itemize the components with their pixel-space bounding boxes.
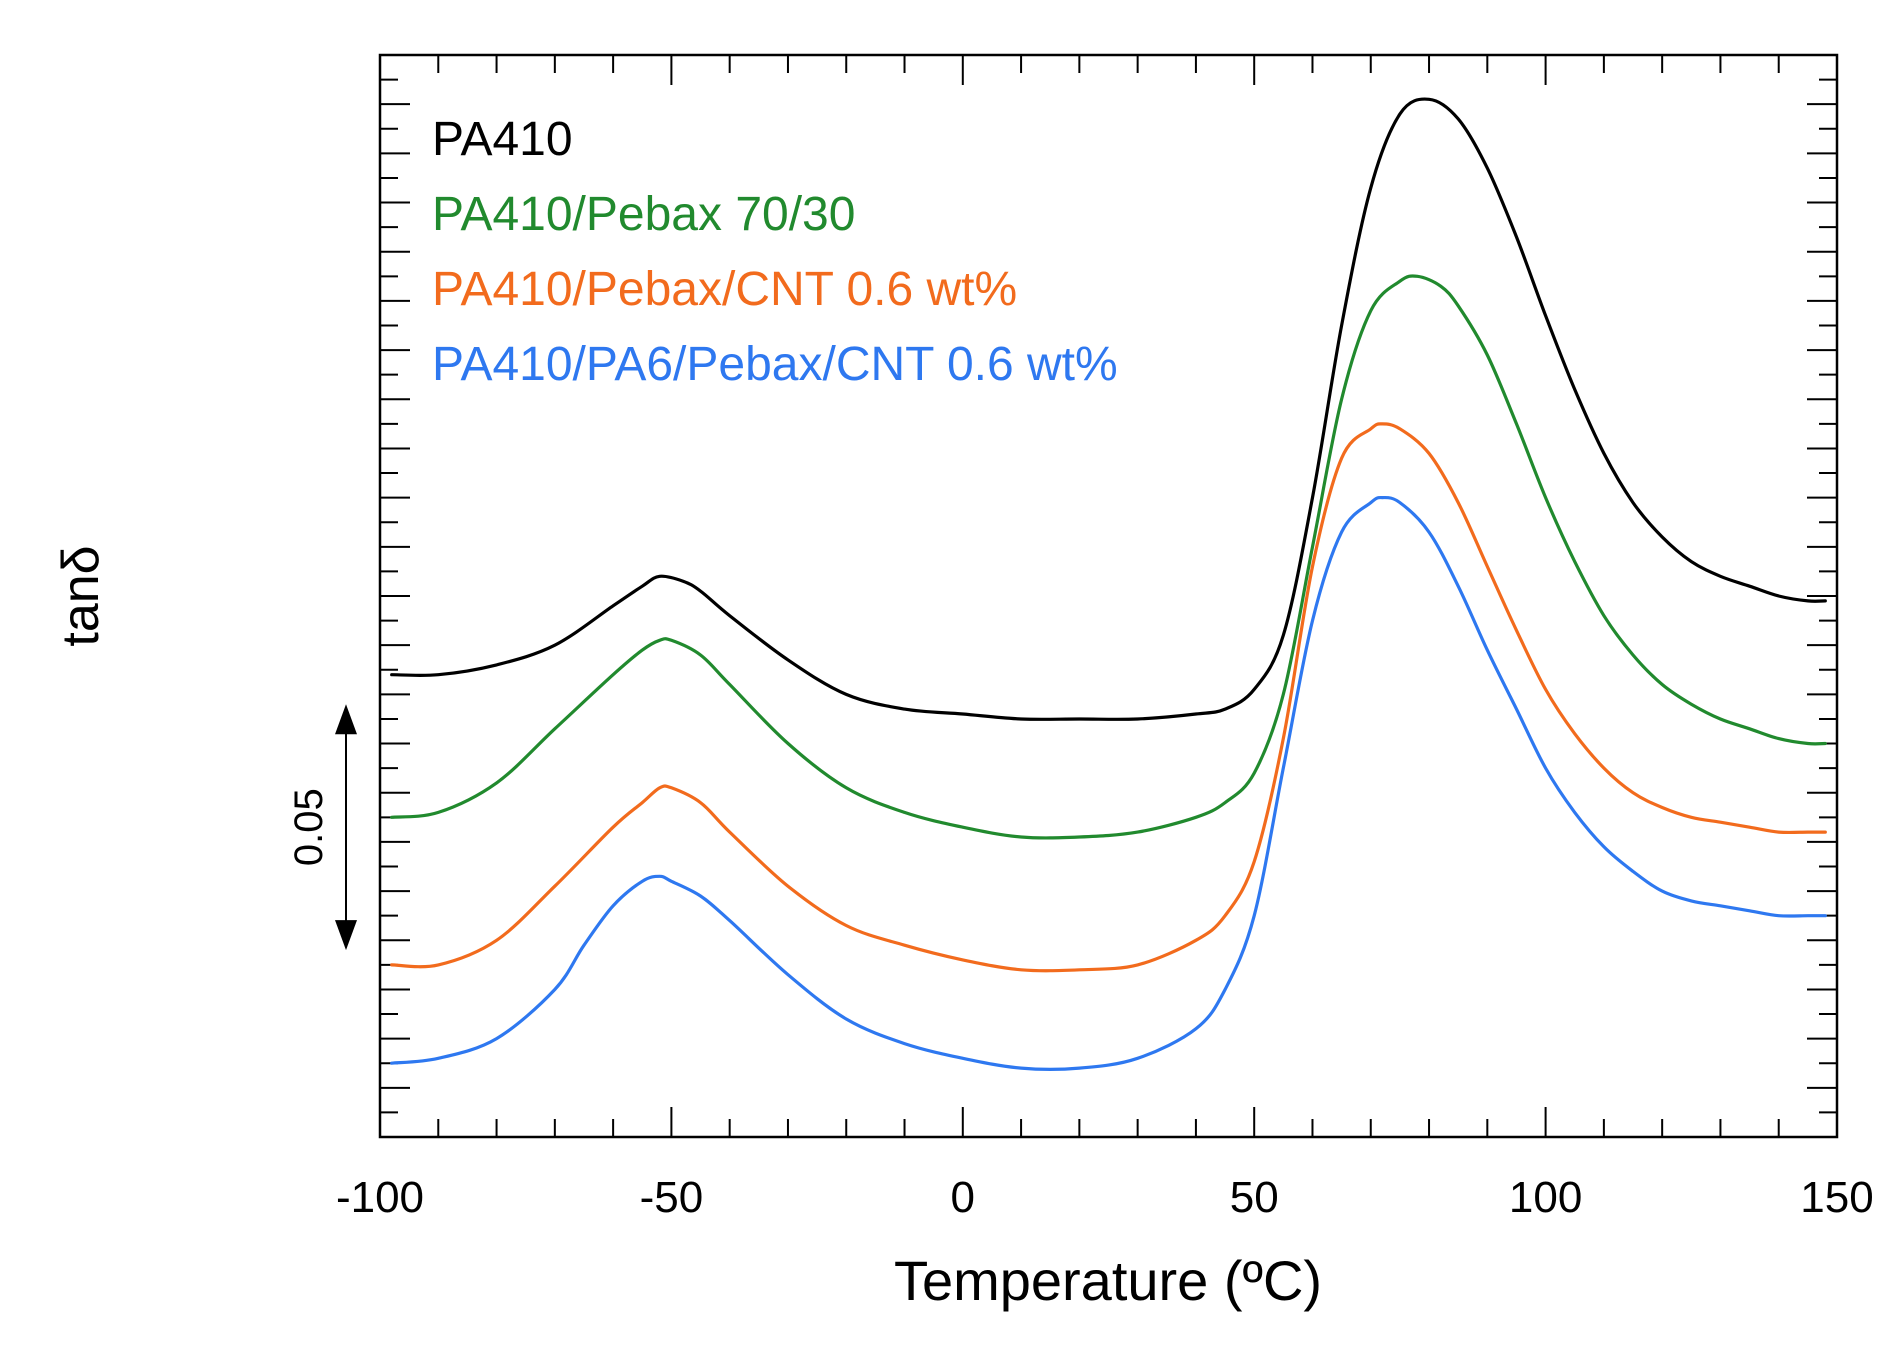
series-line-4 xyxy=(390,495,1827,1071)
x-tick-label: 150 xyxy=(1800,1173,1873,1222)
x-tick-labels: -100 -50 0 50 100 150 xyxy=(336,1173,1874,1222)
scale-bar: 0.05 xyxy=(287,704,357,951)
legend: PA410 PA410/Pebax 70/30 PA410/Pebax/CNT 0.… xyxy=(432,113,1118,391)
axis-ticks xyxy=(379,55,1838,1137)
x-tick-label: 100 xyxy=(1509,1173,1582,1222)
scale-bar-arrow-up-icon xyxy=(335,704,357,735)
scale-bar-arrow-down-icon xyxy=(335,920,357,951)
series-line-2 xyxy=(390,274,1827,840)
x-tick-label: -100 xyxy=(336,1173,424,1222)
x-tick-label: -50 xyxy=(640,1173,704,1222)
legend-entry: PA410 xyxy=(432,113,573,166)
series-lines xyxy=(390,97,1827,1071)
legend-entry: PA410/PA6/Pebax/CNT 0.6 wt% xyxy=(432,338,1118,391)
x-tick-label: 0 xyxy=(951,1173,975,1222)
x-axis-label: Temperature (ºC) xyxy=(894,1249,1322,1312)
series-line-1 xyxy=(390,97,1827,721)
legend-entry: PA410/Pebax/CNT 0.6 wt% xyxy=(432,263,1017,316)
x-tick-label: 50 xyxy=(1230,1173,1279,1222)
scale-bar-label: 0.05 xyxy=(287,788,331,866)
series-line-3 xyxy=(390,422,1827,973)
y-axis-label: tanδ xyxy=(52,545,110,646)
legend-entry: PA410/Pebax 70/30 xyxy=(432,188,855,241)
